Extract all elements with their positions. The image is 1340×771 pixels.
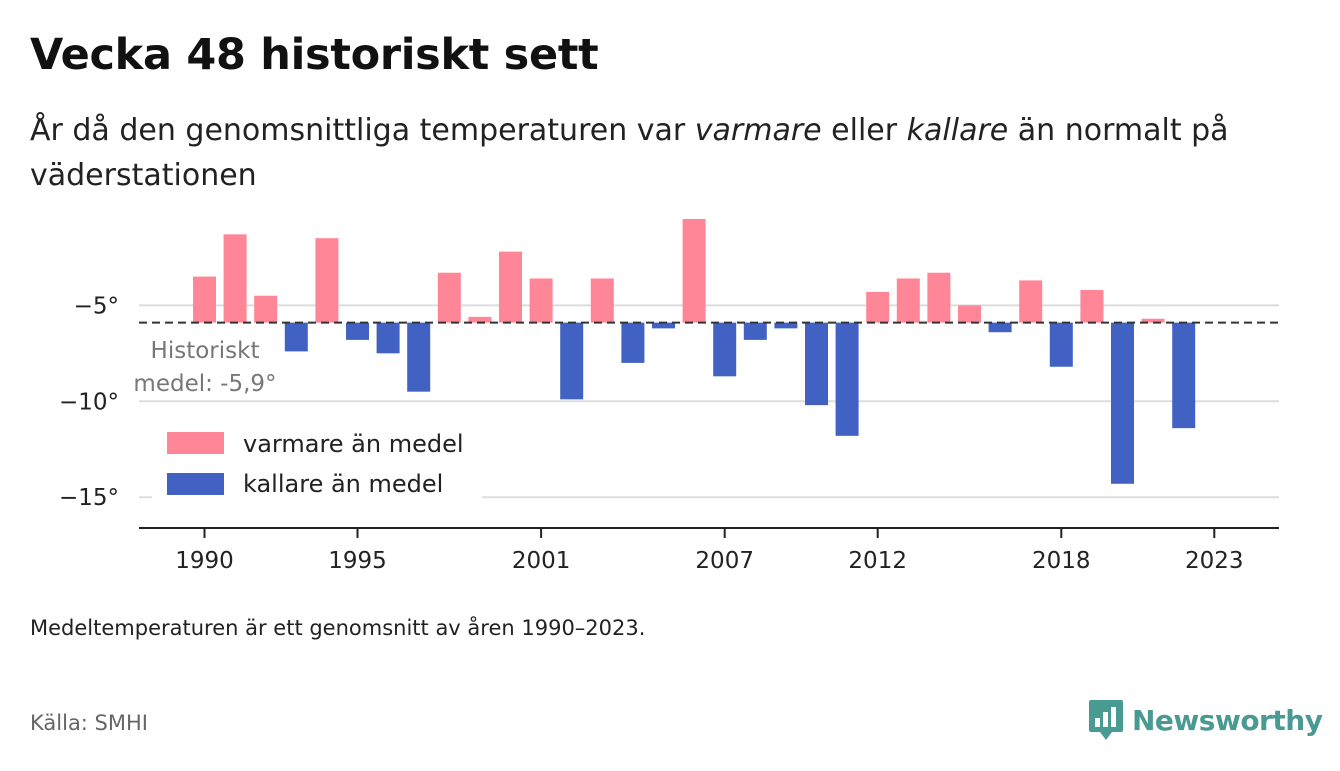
- bar-2009: [774, 322, 798, 329]
- bar-2021: [1141, 318, 1165, 323]
- x-tick-label: 2012: [848, 548, 907, 574]
- bar-1990: [193, 276, 216, 323]
- bars: [193, 219, 1196, 484]
- source-credit: Källa: SMHI: [30, 711, 148, 735]
- x-axis-ticks: 1990 1995 2001 2007 2012 2018 2023: [175, 528, 1244, 574]
- chart-title: Vecka 48 historiskt sett: [30, 30, 599, 80]
- bar-2015: [958, 305, 981, 323]
- x-tick-label: 1995: [328, 548, 387, 574]
- legend-warm-label: varmare än medel: [243, 430, 464, 458]
- y-tick-label: −15°: [59, 485, 119, 511]
- bar-2001: [529, 278, 553, 323]
- bar-2017: [1019, 280, 1043, 323]
- bar-1998: [437, 272, 461, 323]
- bar-chart: −5° −10° −15° Historiskt medel: -5,9° varm…: [59, 219, 1279, 574]
- bar-1993: [284, 322, 308, 352]
- baseline-label: Historiskt: [151, 338, 260, 364]
- subtitle-part-3: än normalt på väderstationen: [30, 113, 1229, 193]
- bar-2005: [652, 322, 675, 329]
- x-tick-label: 2007: [695, 548, 754, 574]
- x-tick-label: 1990: [175, 548, 234, 574]
- bar-2018: [1049, 322, 1073, 367]
- newsworthy-wordmark: Newsworthy: [1132, 703, 1323, 737]
- bar-2019: [1080, 289, 1104, 323]
- baseline-label-value: medel: -5,9°: [133, 371, 276, 397]
- bar-1992: [254, 295, 278, 323]
- bar-2008: [743, 322, 767, 340]
- y-tick-label: −10°: [59, 389, 119, 415]
- bar-1994: [315, 238, 339, 323]
- bar-2014: [927, 272, 951, 323]
- legend-cold-label: kallare än medel: [243, 470, 443, 498]
- legend: varmare än medel kallare än medel: [152, 418, 482, 500]
- bar-2004: [621, 322, 645, 363]
- bar-2006: [682, 219, 706, 323]
- x-tick-label: 2018: [1032, 548, 1091, 574]
- x-tick-label: 2001: [512, 548, 571, 574]
- chart-subtitle: År då den genomsnittliga temperaturen va…: [30, 108, 1260, 198]
- bar-2013: [896, 278, 920, 323]
- bar-2007: [713, 322, 737, 377]
- subtitle-warmer: varmare: [694, 113, 822, 148]
- subtitle-colder: kallare: [906, 113, 1009, 148]
- bar-1996: [376, 322, 400, 354]
- bar-2012: [866, 291, 890, 323]
- y-tick-label: −5°: [74, 293, 119, 319]
- legend-cold-swatch: [167, 473, 224, 495]
- bar-1999: [468, 316, 492, 323]
- bar-2000: [499, 251, 522, 323]
- bar-1995: [346, 322, 369, 340]
- bar-2003: [590, 278, 614, 323]
- legend-warm-swatch: [167, 432, 224, 454]
- bar-1997: [407, 322, 431, 392]
- bar-2020: [1111, 322, 1134, 484]
- subtitle-part-1: År då den genomsnittliga temperaturen va…: [30, 113, 695, 148]
- bar-2002: [560, 322, 584, 400]
- bar-1991: [223, 234, 247, 323]
- subtitle-part-2: eller: [821, 113, 907, 148]
- newsworthy-logo[interactable]: Newsworthy: [1088, 698, 1323, 742]
- footnote: Medeltemperaturen är ett genomsnitt av å…: [30, 616, 646, 640]
- y-axis-ticks: −5° −10° −15°: [59, 293, 119, 511]
- newsworthy-logo-icon: [1089, 700, 1123, 740]
- bar-2010: [805, 322, 828, 406]
- bar-2011: [835, 322, 859, 436]
- bar-2022: [1172, 322, 1196, 429]
- bar-2016: [988, 322, 1012, 333]
- x-tick-label: 2023: [1185, 548, 1244, 574]
